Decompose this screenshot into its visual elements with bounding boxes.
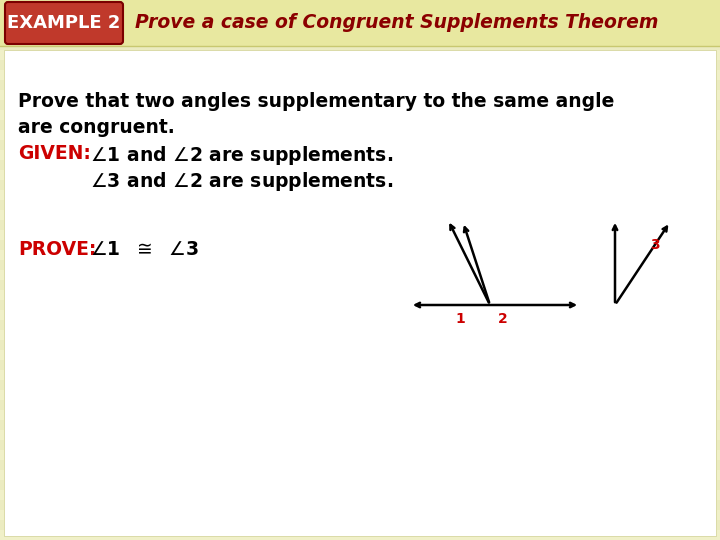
Bar xyxy=(0,380,720,390)
Bar xyxy=(0,520,720,530)
Text: are congruent.: are congruent. xyxy=(18,118,175,137)
Text: 3: 3 xyxy=(650,238,660,252)
Bar xyxy=(0,110,720,120)
Bar xyxy=(0,130,720,140)
Bar xyxy=(0,170,720,180)
Bar xyxy=(0,20,720,30)
Bar xyxy=(0,390,720,400)
Bar xyxy=(0,120,720,130)
Bar xyxy=(0,410,720,420)
FancyBboxPatch shape xyxy=(5,2,123,44)
Bar xyxy=(0,300,720,310)
Bar xyxy=(0,460,720,470)
Bar xyxy=(0,50,720,60)
Bar xyxy=(0,320,720,330)
Bar xyxy=(0,70,720,80)
Text: PROVE:: PROVE: xyxy=(18,240,96,259)
Bar xyxy=(0,310,720,320)
Text: $\angle$1  $\cong$  $\angle$3: $\angle$1 $\cong$ $\angle$3 xyxy=(90,240,199,259)
Bar xyxy=(0,180,720,190)
Bar xyxy=(0,330,720,340)
Bar xyxy=(0,290,720,300)
Text: 2: 2 xyxy=(498,312,508,326)
Bar xyxy=(0,400,720,410)
Text: GIVEN:: GIVEN: xyxy=(18,144,91,163)
Bar xyxy=(0,350,720,360)
Bar xyxy=(0,450,720,460)
Bar xyxy=(0,140,720,150)
Bar xyxy=(0,0,720,10)
Bar xyxy=(0,240,720,250)
Bar xyxy=(0,0,720,46)
Bar xyxy=(0,40,720,50)
Bar xyxy=(0,80,720,90)
Bar xyxy=(0,500,720,510)
Bar xyxy=(0,160,720,170)
Bar xyxy=(0,200,720,210)
Text: Prove that two angles supplementary to the same angle: Prove that two angles supplementary to t… xyxy=(18,92,614,111)
Text: Prove a case of Congruent Supplements Theorem: Prove a case of Congruent Supplements Th… xyxy=(135,14,658,32)
Bar xyxy=(0,230,720,240)
Bar xyxy=(0,220,720,230)
Bar xyxy=(0,470,720,480)
Bar xyxy=(0,360,720,370)
Bar xyxy=(0,340,720,350)
Bar xyxy=(0,370,720,380)
Bar xyxy=(0,280,720,290)
Text: $\angle$3 and $\angle$2 are supplements.: $\angle$3 and $\angle$2 are supplements. xyxy=(90,170,393,193)
Bar xyxy=(0,10,720,20)
Bar xyxy=(0,490,720,500)
Bar xyxy=(0,270,720,280)
Bar xyxy=(0,250,720,260)
Bar xyxy=(0,210,720,220)
Bar xyxy=(0,530,720,540)
Text: EXAMPLE 2: EXAMPLE 2 xyxy=(7,14,121,32)
Bar xyxy=(0,260,720,270)
Text: $\angle$1 and $\angle$2 are supplements.: $\angle$1 and $\angle$2 are supplements. xyxy=(90,144,393,167)
Bar xyxy=(0,510,720,520)
Bar xyxy=(0,420,720,430)
Bar xyxy=(0,150,720,160)
Bar xyxy=(0,100,720,110)
Bar xyxy=(0,480,720,490)
Text: 1: 1 xyxy=(455,312,465,326)
Bar xyxy=(0,30,720,40)
Bar xyxy=(0,440,720,450)
Bar xyxy=(0,60,720,70)
Bar xyxy=(0,430,720,440)
Bar xyxy=(0,90,720,100)
Bar xyxy=(0,190,720,200)
